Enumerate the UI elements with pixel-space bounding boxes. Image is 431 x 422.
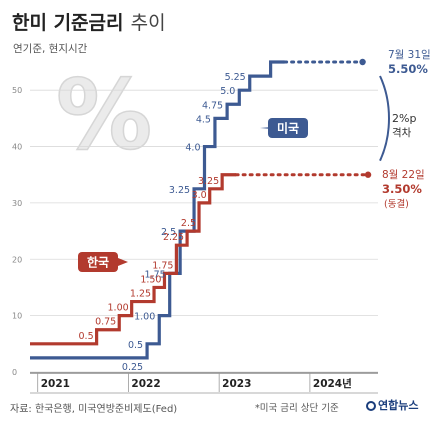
gap-label: 격차: [392, 126, 412, 139]
us-step-label: 4.0: [185, 143, 200, 154]
korea-end-note: (동결): [384, 199, 409, 210]
gap-bracket: [379, 75, 390, 162]
footnote: *미국 금리 상단 기준: [255, 403, 339, 414]
gap-value: 2%p: [392, 112, 416, 125]
korea-step-label: 3.0: [192, 190, 207, 201]
korea-rate-line: [30, 173, 237, 346]
y-tick-label: 10: [12, 312, 22, 321]
x-year-label: 2022: [131, 378, 160, 390]
us-step-label: 3.25: [169, 185, 190, 196]
korea-step-label: 2.25: [163, 232, 184, 243]
us-rate-line: [30, 60, 285, 360]
korea-step-label: 0.5: [79, 331, 94, 342]
korea-step-label: 1.00: [108, 303, 129, 314]
korea-step-label: 2.5: [181, 218, 196, 229]
y-tick-label: 50: [12, 86, 22, 95]
unit-note: 연기준, 현지시간: [13, 43, 88, 55]
korea-callout-box: [78, 252, 118, 272]
us-step-label: 0.25: [122, 362, 143, 373]
yonhap-logo: 연합뉴스: [366, 397, 418, 413]
chart-title: 한미 기준금리 추이: [12, 8, 166, 35]
y-tick-label: 0: [12, 368, 17, 377]
x-year-label: 2023: [222, 378, 251, 390]
us-end-marker: [359, 58, 366, 66]
korea-step-label: 1.50: [140, 274, 161, 285]
y-tick-label: 20: [12, 255, 22, 264]
korea-legend-label: 한국: [87, 255, 109, 270]
us-step-label: 2.5: [161, 227, 176, 238]
y-tick-label: 30: [12, 199, 22, 208]
us-end-date: 7월 31일: [388, 48, 431, 61]
source-note: 자료: 한국은행, 미국연방준비제도(Fed): [10, 404, 178, 415]
korea-step-label: 1.75: [152, 260, 173, 271]
logo-text: 연합뉴스: [378, 399, 419, 412]
percent-watermark: %: [56, 59, 152, 171]
us-end-value: 5.50%: [388, 62, 428, 76]
us-step-label: 5.25: [225, 72, 246, 83]
x-year-label: 2021: [41, 378, 70, 390]
us-step-label: 4.75: [202, 100, 223, 111]
korea-step-label: 1.25: [130, 289, 151, 300]
y-tick-label: 40: [12, 143, 22, 152]
x-year-label: 2024년: [313, 377, 352, 390]
title-sub: 추이: [130, 12, 166, 34]
logo-mark-icon: [366, 401, 376, 411]
korea-end-marker: [364, 171, 372, 178]
korea-callout-pointer: [118, 258, 128, 266]
us-step-label: 1.75: [145, 269, 166, 280]
korea-step-label: 0.75: [95, 317, 116, 328]
us-legend-label: 미국: [277, 121, 299, 136]
korea-end-date: 8월 22일: [382, 168, 425, 181]
title-main: 한미 기준금리: [12, 12, 124, 34]
us-step-label: 4.5: [196, 114, 211, 125]
us-step-label: 1.00: [134, 312, 155, 323]
korea-end-value: 3.50%: [382, 182, 422, 196]
us-step-label: 0.5: [128, 340, 143, 351]
korea-step-label: 3.25: [198, 176, 219, 187]
us-step-label: 5.0: [220, 86, 235, 97]
us-callout-pointer: [260, 124, 308, 132]
